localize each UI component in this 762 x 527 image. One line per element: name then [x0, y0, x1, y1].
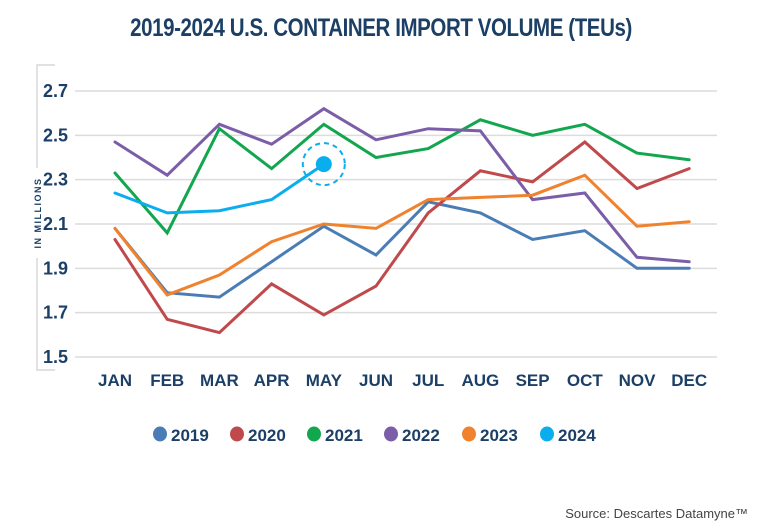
legend-swatch	[462, 426, 476, 442]
legend-label: 2019	[171, 426, 209, 445]
series-line-2019	[113, 200, 691, 299]
x-tick-label: SEP	[516, 371, 550, 390]
x-tick-label: JUN	[359, 371, 393, 390]
x-tick-label: DEC	[671, 371, 707, 390]
highlight-dot	[315, 156, 332, 173]
x-tick-label: OCT	[567, 371, 604, 390]
legend-item-2022: 2022	[384, 426, 440, 445]
source-note: Source: Descartes Datamyne™	[565, 506, 748, 521]
legend-swatch	[540, 426, 554, 442]
x-tick-label: FEB	[150, 371, 184, 390]
x-tick-labels: JAN FEB MAR APR MAY JUN JUL AUG SEP OCT NOV DEC	[98, 371, 707, 390]
y-tick-label: 2.1	[43, 214, 68, 234]
legend-label: 2022	[402, 426, 440, 445]
x-tick-label: AUG	[462, 371, 500, 390]
legend-item-2020: 2020	[230, 426, 286, 445]
y-tick-label: 1.7	[43, 303, 68, 323]
y-tick-label: 2.5	[43, 125, 68, 145]
chart-title: 2019-2024 U.S. CONTAINER IMPORT VOLUME (…	[130, 14, 632, 42]
legend-swatch	[384, 426, 398, 442]
legend-item-2021: 2021	[307, 426, 363, 445]
x-tick-label: JUL	[412, 371, 444, 390]
series-line-2022	[113, 106, 691, 264]
y-tick-label: 1.9	[43, 258, 68, 278]
legend: 2019 2020 2021 2022 2023 2024	[153, 426, 596, 445]
series-line-2024	[113, 162, 326, 215]
legend-label: 2020	[248, 426, 286, 445]
legend-swatch	[230, 426, 244, 442]
highlight-dashed-ring	[301, 142, 346, 187]
series-line-2023	[113, 173, 691, 297]
legend-label: 2021	[325, 426, 363, 445]
series-line-2021	[113, 118, 691, 236]
legend-item-2023: 2023	[462, 426, 518, 445]
legend-item-2019: 2019	[153, 426, 209, 445]
legend-swatch	[153, 426, 167, 442]
y-axis-label-background	[31, 168, 43, 258]
x-tick-label: APR	[254, 371, 290, 390]
y-axis-label: IN MILLIONS	[33, 178, 43, 249]
y-axis-label-group: IN MILLIONS	[31, 168, 43, 258]
x-tick-label: MAY	[306, 371, 343, 390]
y-tick-label: 1.5	[43, 347, 68, 367]
legend-label: 2024	[558, 426, 596, 445]
highlight-marker	[301, 142, 346, 187]
y-tick-label: 2.7	[43, 81, 68, 101]
legend-item-2024: 2024	[540, 426, 596, 445]
x-tick-label: MAR	[200, 371, 239, 390]
y-tick-label: 2.3	[43, 170, 68, 190]
x-tick-label: JAN	[98, 371, 132, 390]
legend-label: 2023	[480, 426, 518, 445]
y-tick-labels: 2.7 2.5 2.3 2.1 1.9 1.7 1.5	[43, 81, 68, 367]
legend-swatch	[307, 426, 321, 442]
series-lines	[113, 106, 691, 335]
series-line-2020	[113, 140, 691, 335]
x-tick-label: NOV	[619, 371, 657, 390]
